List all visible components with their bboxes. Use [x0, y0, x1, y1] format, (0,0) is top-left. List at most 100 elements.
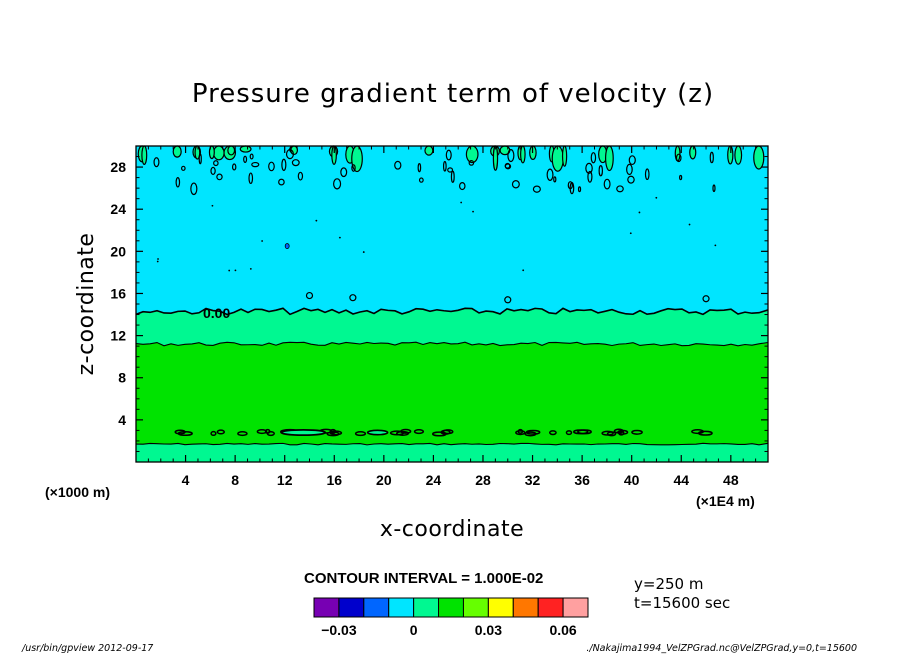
top-cell-outline — [278, 178, 285, 186]
top-cell-outline — [627, 175, 635, 184]
x-tick-label: 36 — [574, 472, 590, 488]
bottom-cell — [216, 429, 226, 435]
top-cell-outline — [628, 155, 636, 166]
bottom-cell — [326, 431, 340, 437]
y-unit-label: (×1000 m) — [45, 484, 110, 500]
time-info: t=15600 sec — [634, 594, 730, 612]
speck — [315, 219, 318, 222]
bottom-cell — [565, 430, 573, 436]
bottom-cell — [395, 430, 410, 436]
top-cell — [227, 145, 236, 156]
top-cell-outline — [590, 152, 597, 164]
x-tick-label: 40 — [624, 472, 640, 488]
top-cell-outline — [626, 163, 633, 176]
bottom-cell — [366, 429, 389, 436]
top-cell — [734, 145, 743, 165]
colorbar-swatch — [413, 597, 440, 618]
colorbar-swatch — [512, 597, 539, 618]
speck — [522, 269, 525, 272]
top-cell-outline — [417, 163, 422, 173]
top-cell — [551, 145, 564, 172]
footer-right: ./Nakajima1994_VelZPGrad.nc@VelZPGrad,y=… — [586, 643, 857, 654]
y-tick-label: 28 — [110, 159, 126, 175]
top-cell-outline — [249, 153, 254, 160]
bottom-cell — [697, 430, 713, 436]
speck — [629, 232, 632, 235]
x-tick-label: 16 — [326, 472, 342, 488]
chart-title: Pressure gradient term of velocity (z) — [192, 79, 714, 109]
x-tick-label: 44 — [673, 472, 689, 488]
speck — [234, 269, 237, 272]
x-unit-label: (×1E4 m) — [696, 493, 755, 509]
colorbar-swatch — [537, 597, 564, 618]
colorbar-swatch — [338, 597, 365, 618]
speck — [261, 240, 264, 242]
top-cell-outline — [712, 184, 716, 193]
top-cell-outline — [577, 186, 582, 193]
speck — [688, 223, 691, 226]
contour-layer — [136, 308, 768, 346]
top-cell — [689, 145, 697, 160]
top-cell-outline — [248, 172, 254, 185]
bottom-cell — [413, 428, 425, 435]
x-tick-label: 32 — [525, 472, 541, 488]
contour-cell — [349, 294, 357, 302]
top-cell — [520, 145, 526, 164]
x-axis-title: x-coordinate — [380, 517, 524, 542]
top-cell-outline — [450, 170, 455, 184]
top-cell-outline — [340, 167, 348, 178]
bottom-cell — [573, 429, 589, 435]
x-tick-label: 12 — [277, 472, 293, 488]
top-cell-outline — [675, 153, 682, 163]
y-ticks: 4 8 12 16 20 24 28 — [110, 156, 768, 452]
colorbar-ticks: −0.03 0 0.03 0.06 — [321, 622, 577, 638]
y-tick-label: 24 — [110, 201, 126, 217]
colorbar-swatch — [462, 597, 489, 618]
colorbar-swatch — [363, 597, 390, 618]
top-cell-outline — [285, 149, 295, 160]
contour-layer — [136, 146, 768, 315]
contour-features — [137, 145, 765, 437]
speck — [156, 260, 159, 263]
speck — [638, 211, 641, 214]
contour-cell — [702, 295, 710, 303]
bottom-cell — [631, 429, 643, 435]
top-cell-outline — [297, 171, 304, 181]
top-cell-outline — [546, 168, 554, 181]
y-tick-label: 20 — [110, 243, 126, 259]
x-tick-label: 8 — [231, 472, 239, 488]
bottom-cell — [256, 429, 268, 435]
contour-label: 0.00 — [203, 305, 230, 321]
x-tick-label: 48 — [723, 472, 739, 488]
top-cell-outline — [351, 164, 356, 172]
top-cell-outline — [418, 177, 424, 183]
x-tick-label: 24 — [426, 472, 442, 488]
contour-interval: CONTOUR INTERVAL = 1.000E-02 — [304, 570, 543, 587]
bottom-cell — [264, 428, 271, 434]
speck — [338, 236, 341, 239]
speck — [249, 267, 252, 270]
speck — [362, 251, 365, 253]
footer-left: /usr/bin/gpview 2012-09-17 — [21, 643, 153, 654]
x-ticks: 4 8 12 16 20 24 28 32 36 40 44 48 — [147, 146, 757, 488]
y-tick-label: 4 — [118, 412, 126, 428]
top-cell-outline — [251, 161, 260, 168]
top-cell-outline — [333, 178, 342, 190]
top-cell-outline — [709, 151, 714, 164]
top-cell-outline — [468, 160, 475, 166]
bottom-cell — [354, 431, 367, 437]
bottom-cell — [237, 431, 248, 437]
speck — [472, 210, 474, 213]
colorbar-tick-label: 0.03 — [475, 622, 502, 638]
x-tick-label: 4 — [182, 472, 190, 488]
top-cell-outline — [532, 185, 541, 193]
bottom-cell — [517, 428, 524, 434]
colorbar-swatch — [562, 597, 589, 618]
top-cell-outline — [553, 176, 557, 183]
top-cell-outline — [511, 180, 520, 189]
speck — [714, 244, 717, 247]
bottom-cell — [548, 430, 557, 436]
top-cell-outline — [394, 160, 402, 170]
colorbar-tick-label: 0.06 — [549, 622, 576, 638]
speck — [655, 196, 658, 199]
